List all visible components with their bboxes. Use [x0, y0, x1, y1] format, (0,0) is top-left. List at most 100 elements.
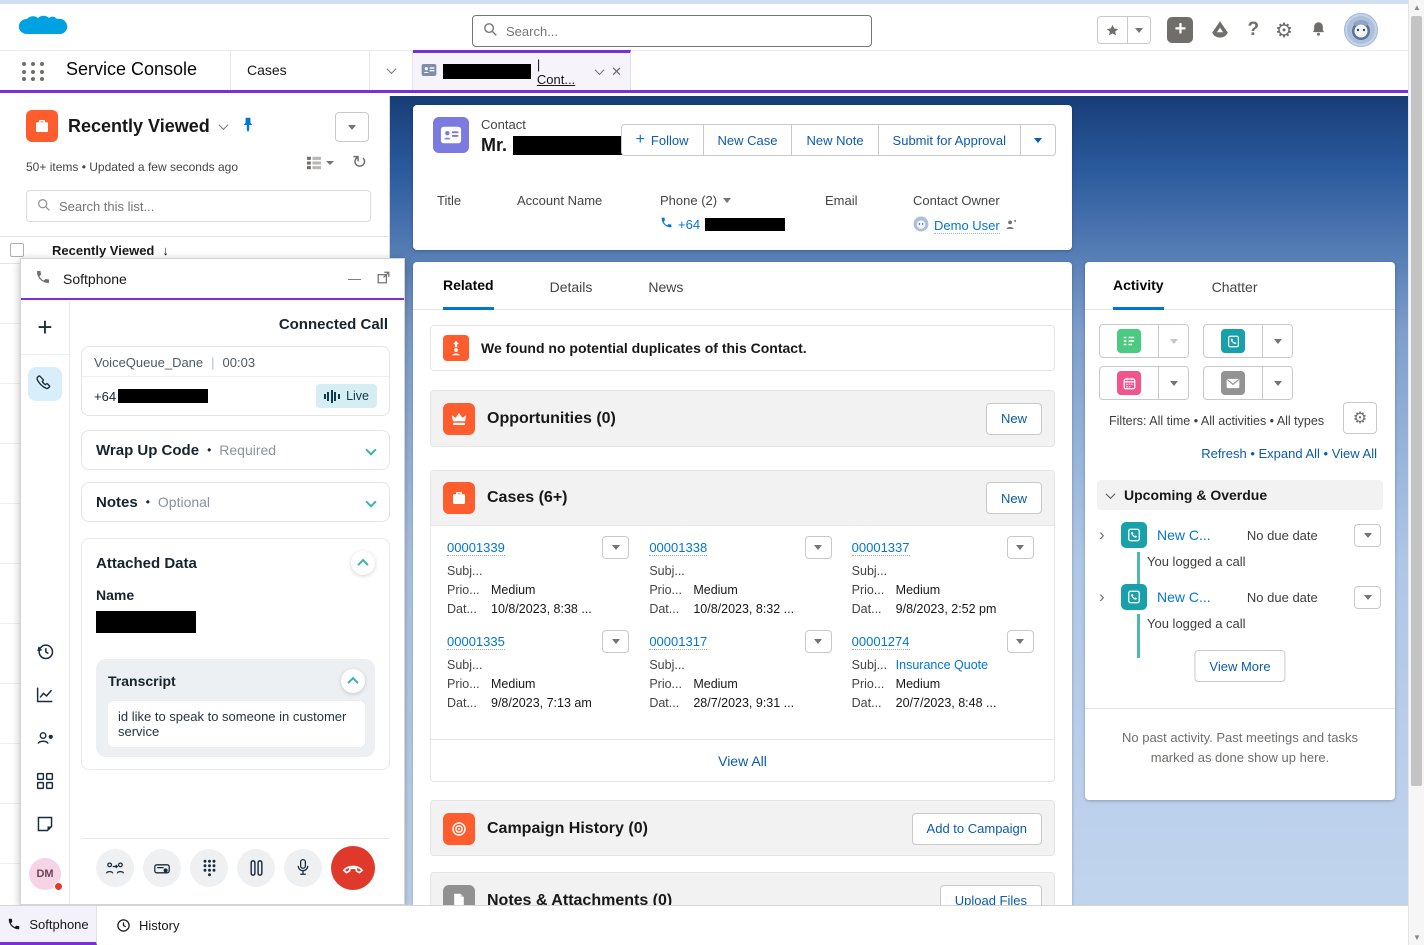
- campaign-history-title[interactable]: Campaign History (0): [487, 819, 648, 837]
- agents-icon[interactable]: [35, 729, 56, 750]
- dialpad-icon[interactable]: [190, 848, 228, 887]
- scrollbar-thumb[interactable]: [1411, 16, 1422, 786]
- notifications-bell-icon[interactable]: [1309, 19, 1328, 42]
- favorites-button-group[interactable]: [1097, 16, 1152, 44]
- email-dropdown[interactable]: [1263, 367, 1292, 399]
- case-actions-dropdown[interactable]: [804, 630, 832, 653]
- case-actions-dropdown[interactable]: [804, 536, 832, 559]
- log-call-button-group[interactable]: [1203, 324, 1293, 358]
- case-actions-dropdown[interactable]: [1006, 536, 1034, 559]
- email-icon[interactable]: [1221, 371, 1245, 395]
- more-actions-dropdown[interactable]: [1020, 124, 1056, 156]
- subject-value-link[interactable]: Insurance Quote: [895, 658, 989, 672]
- cases-title[interactable]: Cases (6+): [487, 489, 568, 506]
- global-search[interactable]: [472, 15, 872, 47]
- follow-button[interactable]: + Follow: [620, 124, 703, 156]
- new-case-button[interactable]: New Case: [702, 124, 792, 156]
- nav-tab-cases[interactable]: Cases: [230, 50, 370, 90]
- case-actions-dropdown[interactable]: [602, 536, 630, 559]
- recording-icon[interactable]: [143, 848, 181, 887]
- help-icon[interactable]: ?: [1247, 19, 1260, 40]
- activity-actions-dropdown[interactable]: [1354, 523, 1381, 547]
- collapse-chevron-icon[interactable]: [351, 551, 375, 575]
- new-case-button[interactable]: New: [985, 482, 1042, 514]
- cases-view-all-link[interactable]: View All: [718, 752, 767, 769]
- minimize-icon[interactable]: —: [348, 271, 361, 286]
- upcoming-overdue-header[interactable]: Upcoming & Overdue: [1097, 480, 1383, 510]
- contact-tab-dropdown[interactable]: [594, 65, 605, 76]
- new-event-button-group[interactable]: [1099, 366, 1189, 400]
- contact-tab-close-icon[interactable]: ✕: [611, 63, 622, 79]
- hold-pause-icon[interactable]: [237, 848, 275, 887]
- list-search-input[interactable]: [59, 198, 360, 214]
- page-scrollbar[interactable]: ▲ ▼: [1408, 0, 1424, 945]
- case-number-link[interactable]: 00001337: [851, 539, 910, 556]
- global-search-input[interactable]: [506, 23, 861, 39]
- opportunities-title[interactable]: Opportunities (0): [487, 409, 616, 427]
- chevron-down-icon[interactable]: [365, 496, 377, 508]
- favorite-star-icon[interactable]: [1098, 17, 1129, 43]
- view-more-button[interactable]: View More: [1194, 650, 1286, 682]
- list-view-title[interactable]: Recently Viewed: [68, 115, 210, 136]
- agent-avatar[interactable]: DM: [29, 858, 63, 891]
- list-view-controls-dropdown[interactable]: [335, 112, 369, 142]
- case-number-link[interactable]: 00001274: [851, 633, 910, 650]
- pin-icon[interactable]: [241, 117, 255, 136]
- utility-history-tab[interactable]: History: [110, 906, 210, 945]
- scroll-down-arrow[interactable]: ▼: [1413, 933, 1421, 942]
- case-number-link[interactable]: 00001317: [649, 633, 708, 650]
- app-launcher-icon[interactable]: [22, 62, 46, 82]
- call-history-icon[interactable]: [35, 641, 55, 664]
- list-search[interactable]: [26, 190, 371, 222]
- notes-attachments-title[interactable]: Notes & Attachments (0): [487, 891, 673, 909]
- column-header[interactable]: Recently Viewed: [52, 242, 155, 258]
- activity-actions-dropdown[interactable]: [1354, 585, 1381, 609]
- submit-for-approval-button[interactable]: Submit for Approval: [877, 124, 1020, 156]
- add-to-campaign-button[interactable]: Add to Campaign: [911, 812, 1042, 845]
- select-all-checkbox[interactable]: [10, 243, 24, 257]
- phone-value-prefix[interactable]: +64: [678, 216, 701, 232]
- utility-softphone-tab[interactable]: Softphone: [0, 906, 97, 945]
- global-actions-icon[interactable]: +: [1167, 17, 1194, 43]
- activity-filter-gear-icon[interactable]: ⚙: [1343, 402, 1377, 434]
- case-number-link[interactable]: 00001338: [649, 539, 708, 556]
- dashboard-grid-icon[interactable]: [36, 772, 54, 793]
- list-view-selector-chevron[interactable]: [218, 119, 229, 130]
- new-opportunity-button[interactable]: New: [985, 402, 1042, 435]
- tab-related[interactable]: Related: [443, 277, 494, 310]
- case-number-link[interactable]: 00001339: [447, 539, 505, 556]
- tab-chatter[interactable]: Chatter: [1211, 279, 1258, 295]
- active-call-phone-icon[interactable]: [28, 367, 62, 401]
- notes-section[interactable]: Notes • Optional: [81, 482, 390, 522]
- activity-links[interactable]: Refresh • Expand All • View All: [1201, 446, 1377, 461]
- new-call-plus-icon[interactable]: +: [37, 312, 53, 342]
- email-button-group[interactable]: [1203, 366, 1293, 400]
- activity-title-link[interactable]: New C...: [1157, 589, 1211, 605]
- expand-chevron-icon[interactable]: ›: [1099, 587, 1105, 606]
- case-actions-dropdown[interactable]: [602, 630, 630, 653]
- app-name[interactable]: Service Console: [66, 59, 198, 79]
- user-avatar[interactable]: [1344, 13, 1378, 47]
- scroll-up-arrow[interactable]: ▲: [1413, 3, 1421, 12]
- new-task-button-group[interactable]: [1099, 324, 1189, 358]
- owner-name-link[interactable]: Demo User: [934, 217, 1000, 234]
- log-call-dropdown[interactable]: [1263, 325, 1292, 357]
- nav-tab-cases-dropdown[interactable]: [370, 50, 413, 90]
- guidance-center-icon[interactable]: [1209, 18, 1231, 43]
- tab-details[interactable]: Details: [549, 279, 593, 295]
- setup-gear-icon[interactable]: ⚙: [1275, 19, 1293, 42]
- chevron-down-icon[interactable]: [365, 444, 377, 456]
- performance-chart-icon[interactable]: [35, 686, 55, 707]
- tab-news[interactable]: News: [648, 279, 684, 295]
- task-dropdown[interactable]: [1159, 325, 1188, 357]
- refresh-icon[interactable]: ↻: [351, 152, 367, 172]
- transfer-call-icon[interactable]: [96, 848, 134, 887]
- phone-dropdown-icon[interactable]: [723, 198, 732, 203]
- expand-chevron-icon[interactable]: ›: [1099, 525, 1105, 544]
- tab-activity[interactable]: Activity: [1113, 277, 1164, 310]
- log-call-icon[interactable]: [1221, 329, 1245, 353]
- activity-title-link[interactable]: New C...: [1157, 527, 1211, 543]
- wrap-up-code-section[interactable]: Wrap Up Code • Required: [81, 430, 390, 470]
- case-actions-dropdown[interactable]: [1006, 630, 1034, 653]
- popout-icon[interactable]: [377, 271, 390, 287]
